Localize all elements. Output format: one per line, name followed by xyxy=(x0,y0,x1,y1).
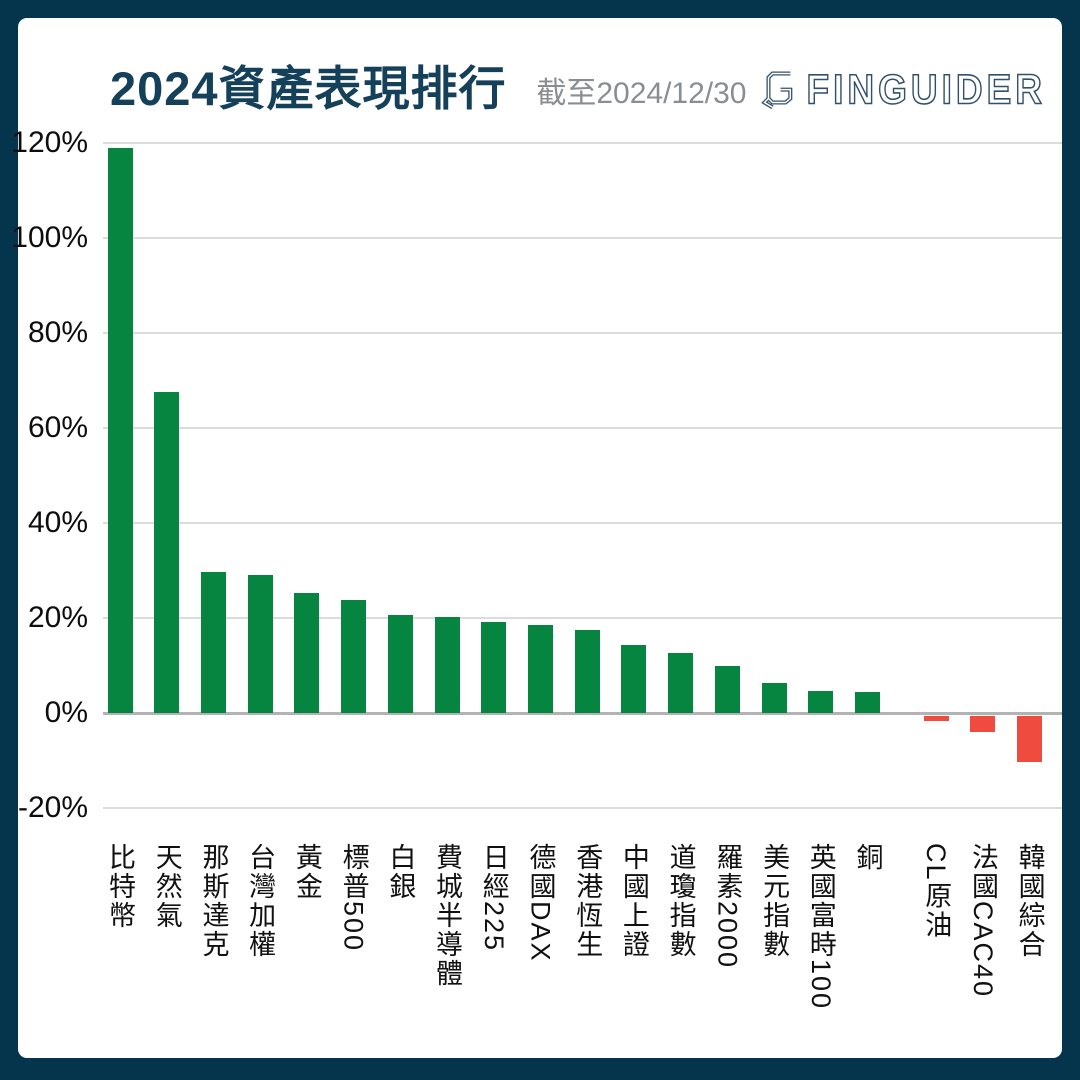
x-axis-label: 費城半導體 xyxy=(432,843,463,988)
y-axis-tick-label: -20% xyxy=(17,791,88,824)
bar-天然氣 xyxy=(154,392,180,713)
y-axis-tick-label: 40% xyxy=(27,506,88,539)
brand-logo: FINGUIDER xyxy=(760,66,1047,114)
as-of-date: 截至2024/12/30 xyxy=(536,77,747,110)
finguider-emblem-icon xyxy=(760,67,797,114)
bar-標普500 xyxy=(341,599,367,713)
bar-法國CAC40 xyxy=(970,716,996,733)
x-axis-label: 香港恆生 xyxy=(572,843,603,959)
bar-德國DAX xyxy=(527,624,553,713)
bar-香港恆生 xyxy=(574,629,600,713)
bar-比特幣 xyxy=(107,147,133,713)
content-panel xyxy=(18,18,1062,1058)
x-axis-label: 中國上證 xyxy=(618,843,649,959)
brand-name: FINGUIDER xyxy=(806,66,1046,113)
bar-日經225 xyxy=(481,621,507,713)
x-axis-label: 美元指數 xyxy=(759,843,790,959)
x-axis-label: 銅 xyxy=(852,843,883,872)
x-axis-label: 那斯達克 xyxy=(198,843,229,959)
bar-韓國綜合 xyxy=(1017,716,1043,763)
gridline xyxy=(103,807,1062,809)
bar-白銀 xyxy=(387,615,413,713)
x-axis-label: 台灣加權 xyxy=(245,843,276,959)
y-axis-tick-label: 60% xyxy=(27,411,88,444)
gridline xyxy=(103,332,1062,334)
y-axis-tick-label: 120% xyxy=(11,126,88,159)
x-axis-label: 標普500 xyxy=(338,843,369,953)
bar-羅素2000 xyxy=(714,666,740,713)
bar-費城半導體 xyxy=(434,617,460,713)
bar-台灣加權 xyxy=(247,575,273,713)
gridline xyxy=(103,522,1062,524)
x-axis-label: 英國富時100 xyxy=(805,843,836,1011)
y-axis-tick-label: 80% xyxy=(27,316,88,349)
x-axis-label: 韓國綜合 xyxy=(1014,843,1045,959)
bar-中國上證 xyxy=(621,645,647,713)
y-axis-tick-label: 100% xyxy=(11,221,88,254)
page-title: 2024資產表現排行 xyxy=(110,62,507,115)
bar-那斯達克 xyxy=(200,571,226,713)
gridline xyxy=(103,617,1062,619)
y-axis-tick-label: 20% xyxy=(27,601,88,634)
x-axis-label: 天然氣 xyxy=(151,843,182,930)
gridline xyxy=(103,427,1062,429)
zero-axis-line xyxy=(103,712,1062,715)
y-axis-tick-label: 0% xyxy=(44,696,88,729)
x-axis-label: 比特幣 xyxy=(105,843,135,930)
bar-CL原油 xyxy=(923,716,949,721)
bar-英國富時100 xyxy=(808,690,834,713)
bar-黃金 xyxy=(294,592,320,713)
x-axis-label: 黃金 xyxy=(291,843,322,901)
x-axis-label: 道瓊指數 xyxy=(665,843,696,959)
x-axis-label: 德國DAX xyxy=(525,843,556,963)
gridline xyxy=(103,142,1062,144)
x-axis-label: 羅素2000 xyxy=(712,843,743,970)
bar-道瓊指數 xyxy=(668,652,694,713)
x-axis-label: 法國CAC40 xyxy=(967,843,998,999)
bar-銅 xyxy=(855,691,881,713)
gridline xyxy=(103,237,1062,239)
bar-美元指數 xyxy=(761,682,787,713)
header-right: 截至2024/12/30 FINGUIDER xyxy=(536,66,1046,114)
x-axis-label: 日經225 xyxy=(478,843,509,953)
x-axis-label: CL原油 xyxy=(921,843,952,940)
x-axis-label: 白銀 xyxy=(385,843,416,901)
